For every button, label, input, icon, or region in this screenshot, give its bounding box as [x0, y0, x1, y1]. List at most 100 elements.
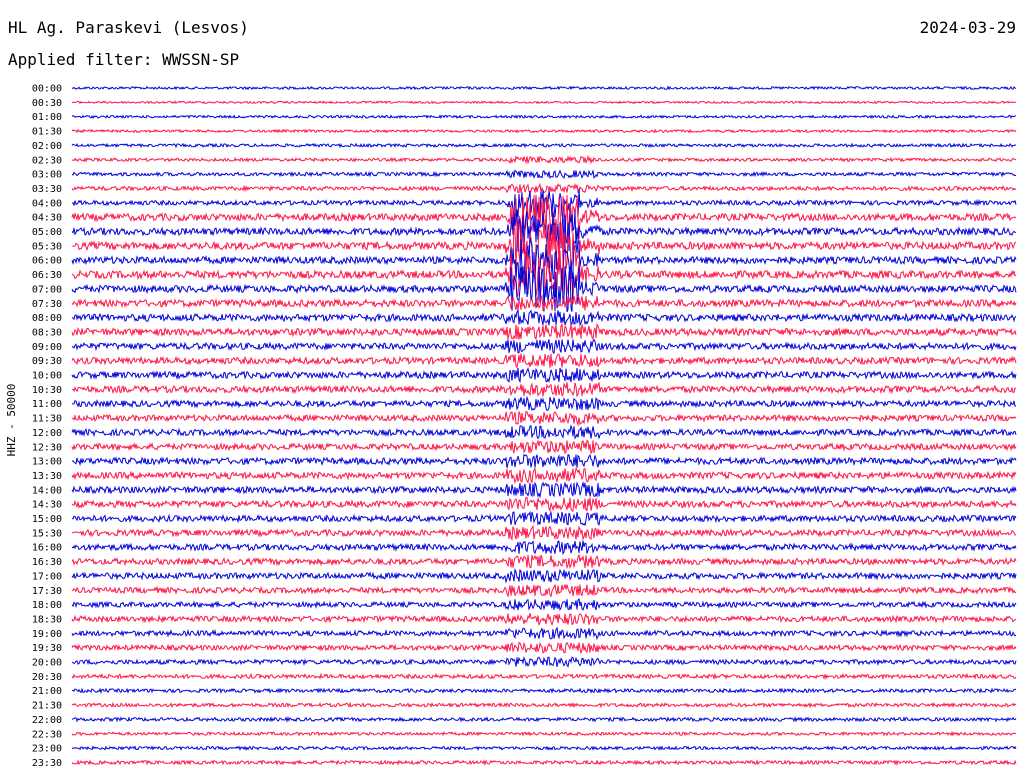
time-label: 22:30: [32, 729, 62, 740]
time-label: 14:00: [32, 485, 62, 496]
trace-1400: [71, 480, 1017, 499]
time-label: 03:30: [32, 184, 62, 195]
trace-1030: [72, 382, 1017, 398]
time-label: 04:30: [32, 213, 62, 224]
trace-2100: [71, 687, 1017, 694]
time-label: 13:00: [32, 457, 62, 468]
trace-1930: [71, 641, 1017, 655]
time-label: 10:30: [32, 385, 62, 396]
trace-0000: [71, 85, 1017, 91]
trace-1130: [71, 410, 1017, 427]
trace-1730: [71, 583, 1017, 598]
trace-0100: [71, 114, 1017, 120]
trace-0430: [71, 194, 1017, 240]
time-label: 12:30: [32, 442, 62, 453]
time-label: 15:00: [32, 514, 62, 525]
time-label: 18:00: [32, 600, 62, 611]
trace-group: [71, 85, 1017, 766]
trace-2200: [71, 716, 1017, 723]
trace-0800: [71, 308, 1017, 327]
trace-1200: [71, 424, 1017, 440]
trace-0330: [71, 182, 1017, 194]
trace-0730: [71, 293, 1017, 311]
trace-0630: [71, 250, 1017, 299]
time-label: 11:00: [32, 399, 62, 410]
time-label: 17:00: [32, 571, 62, 582]
time-label: 04:00: [32, 198, 62, 209]
trace-2330: [71, 759, 1017, 766]
trace-0400: [71, 188, 1017, 218]
date-label: 2024-03-29: [919, 18, 1016, 37]
trace-1800: [71, 598, 1017, 611]
time-label: 20:30: [32, 672, 62, 683]
time-label-group: 00:00 00:30 01:00 01:30 02:00 02:30 03:00 03:30…: [32, 84, 62, 769]
trace-0900: [71, 338, 1017, 355]
time-label: 22:00: [32, 715, 62, 726]
time-label: 01:30: [32, 127, 62, 138]
trace-1900: [71, 626, 1017, 641]
time-label: 18:30: [32, 614, 62, 625]
station-title: HL Ag. Paraskevi (Lesvos): [8, 18, 249, 37]
trace-0930: [71, 353, 1017, 369]
trace-1500: [71, 510, 1017, 527]
trace-2300: [71, 745, 1017, 751]
time-label: 02:30: [32, 155, 62, 166]
trace-1700: [71, 567, 1017, 583]
time-label: 07:30: [32, 299, 62, 310]
time-label: 05:30: [32, 241, 62, 252]
time-label: 08:30: [32, 327, 62, 338]
time-label: 08:00: [32, 313, 62, 324]
trace-0830: [71, 322, 1017, 341]
time-label: 00:30: [32, 98, 62, 109]
trace-1830: [71, 612, 1017, 627]
time-label: 21:00: [32, 686, 62, 697]
trace-0030: [71, 100, 1017, 105]
trace-0700: [71, 266, 1017, 313]
time-label: 23:00: [32, 744, 62, 755]
time-label: 17:30: [32, 586, 62, 597]
time-label: 09:00: [32, 342, 62, 353]
y-axis-label: HHZ - 50000: [5, 384, 18, 457]
time-label: 06:00: [32, 256, 62, 267]
time-label: 11:30: [32, 414, 62, 425]
time-label: 10:00: [32, 371, 62, 382]
time-label: 23:30: [32, 758, 62, 769]
time-label: 19:00: [32, 629, 62, 640]
trace-1630: [71, 553, 1017, 570]
time-label: 20:00: [32, 658, 62, 669]
time-label: 00:00: [32, 84, 62, 95]
time-label: 12:00: [32, 428, 62, 439]
time-label: 15:30: [32, 528, 62, 539]
time-label: 16:30: [32, 557, 62, 568]
trace-1230: [71, 439, 1017, 455]
time-label: 01:00: [32, 112, 62, 123]
trace-2030: [71, 672, 1017, 681]
filter-label: Applied filter: WWSSN-SP: [8, 50, 240, 69]
time-label: 06:30: [32, 270, 62, 281]
time-label: 03:00: [32, 170, 62, 181]
time-label: 05:00: [32, 227, 62, 238]
trace-2130: [71, 701, 1017, 709]
trace-2000: [71, 656, 1017, 668]
trace-0300: [71, 169, 1017, 179]
trace-1100: [71, 395, 1017, 412]
time-label: 19:30: [32, 643, 62, 654]
time-label: 13:30: [32, 471, 62, 482]
trace-0200: [71, 142, 1016, 149]
time-label: 21:30: [32, 701, 62, 712]
trace-0130: [71, 128, 1017, 134]
trace-0230: [71, 154, 1017, 165]
time-label: 14:30: [32, 500, 62, 511]
time-label: 02:00: [32, 141, 62, 152]
trace-1300: [71, 453, 1017, 469]
trace-1530: [72, 524, 1017, 541]
trace-1430: [71, 497, 1017, 513]
trace-1000: [71, 366, 1017, 384]
time-label: 07:00: [32, 284, 62, 295]
trace-1330: [71, 466, 1017, 485]
trace-0530: [71, 221, 1017, 270]
time-label: 09:30: [32, 356, 62, 367]
trace-1600: [71, 540, 1017, 556]
time-label: 16:00: [32, 543, 62, 554]
